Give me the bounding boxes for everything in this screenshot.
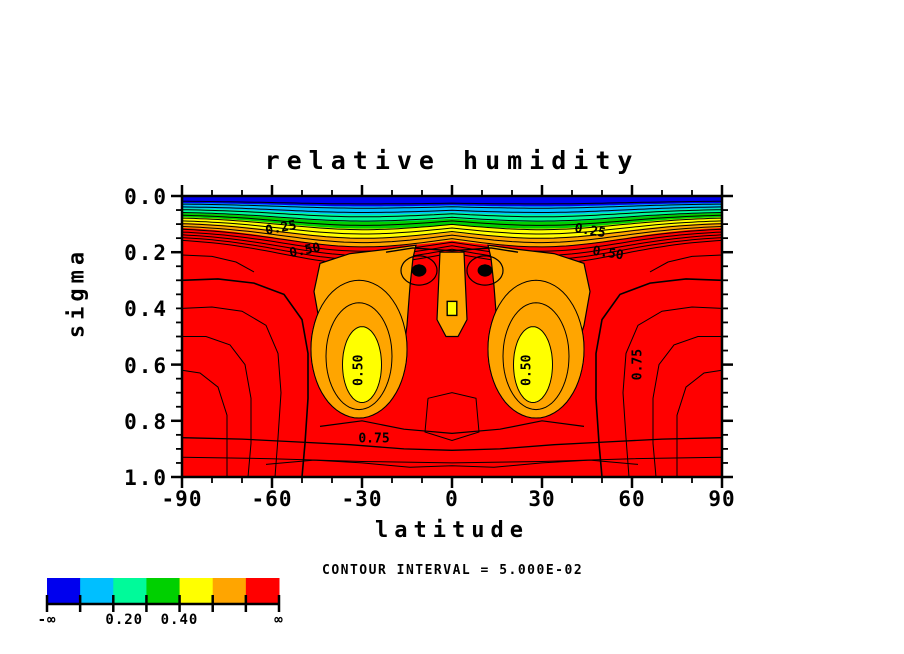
y-tick-label: 0.0 — [124, 185, 168, 209]
colorbar-band — [80, 578, 114, 604]
contour-label: 0.25 — [573, 221, 606, 241]
x-tick-label: -60 — [251, 487, 293, 511]
colorbar-band — [245, 578, 280, 604]
colorbar-tick-label: ∞ — [274, 612, 284, 628]
contour-label: 0.50 — [520, 354, 535, 385]
y-tick-label: 0.2 — [124, 241, 168, 266]
y-tick-label: 0.4 — [124, 297, 168, 322]
x-tick-label: 60 — [618, 487, 646, 511]
contour-label: 0.50 — [288, 240, 322, 261]
contour-interval-caption: CONTOUR INTERVAL = 5.000E-02 — [322, 563, 584, 578]
colorbar — [45, 578, 281, 612]
colorbar-tick-label: -∞ — [37, 612, 57, 628]
colorbar-tick-label: 0.40 — [160, 612, 199, 628]
contour-label: 0.75 — [631, 349, 646, 380]
colorbar-band — [47, 578, 81, 604]
y-axis-label: sigma — [64, 246, 90, 339]
x-tick-label: -30 — [341, 487, 383, 511]
colorbar-band — [146, 578, 181, 604]
y-tick-label: 0.8 — [124, 409, 168, 434]
x-tick-label: 90 — [708, 487, 736, 511]
x-tick-label: 0 — [445, 487, 459, 511]
page-title: relative humidity — [264, 146, 640, 175]
colorbar-band — [179, 578, 214, 604]
x-axis-label: latitude — [375, 518, 529, 543]
contour-labels: 0.250.500.250.500.50 0.50 0.750.75 — [264, 218, 645, 447]
contour-label: 0.50 — [352, 354, 367, 385]
contour-label: 0.25 — [264, 218, 298, 239]
contour-fill-area — [182, 196, 722, 477]
y-tick-label: 0.6 — [124, 353, 168, 378]
x-tick-label: -90 — [161, 487, 203, 511]
colorbar-band — [212, 578, 247, 604]
x-tick-label: 30 — [528, 487, 556, 511]
colorbar-tick-label: 0.20 — [105, 612, 144, 628]
contour-label: 0.75 — [358, 432, 389, 447]
colorbar-band — [113, 578, 147, 604]
y-tick-label: 1.0 — [124, 466, 168, 490]
contour-label: 0.50 — [591, 244, 624, 264]
